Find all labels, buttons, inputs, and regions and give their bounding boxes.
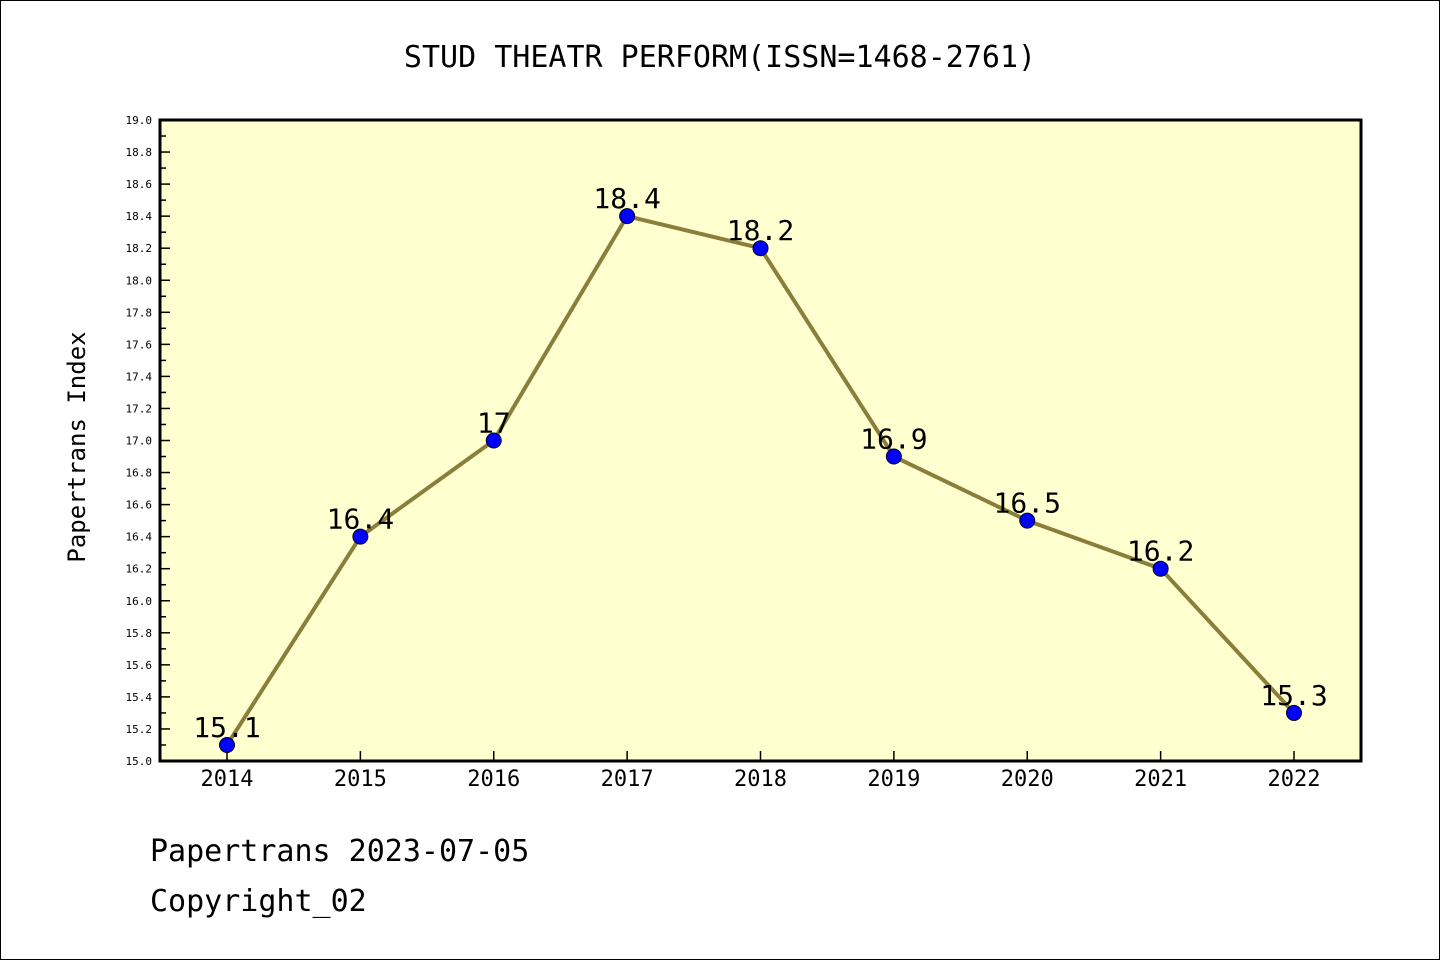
plot-area <box>158 118 1363 763</box>
y-tick-label: 17.0 <box>126 435 153 448</box>
y-tick-label: 16.6 <box>126 499 153 512</box>
data-point <box>219 736 235 753</box>
x-tick-label: 2020 <box>1001 767 1054 792</box>
x-tick-label: 2017 <box>601 767 654 792</box>
y-tick-label: 16.2 <box>126 563 153 576</box>
copyright-note: Copyright_02 <box>150 884 367 919</box>
data-point <box>752 240 769 257</box>
data-point <box>352 528 369 545</box>
y-tick-label: 18.0 <box>126 274 153 287</box>
data-label: 16.4 <box>327 503 394 536</box>
y-tick-label: 15.2 <box>126 723 153 736</box>
data-label: 16.5 <box>994 487 1061 520</box>
data-point <box>1286 704 1302 721</box>
x-tick-label: 2022 <box>1268 767 1321 792</box>
data-point <box>619 208 636 225</box>
data-point <box>1019 512 1036 529</box>
y-tick-label: 18.2 <box>126 242 153 255</box>
y-tick-label: 18.4 <box>126 210 153 223</box>
data-label: 18.2 <box>727 214 794 247</box>
y-tick-label: 17.8 <box>126 306 153 319</box>
y-tick-label: 18.6 <box>126 178 153 191</box>
data-point <box>485 432 502 449</box>
y-tick-label: 18.8 <box>126 146 153 159</box>
data-label: 17 <box>477 407 511 440</box>
y-tick-label: 17.4 <box>126 370 153 383</box>
x-tick-label: 2016 <box>467 767 520 792</box>
y-tick-label: 16.4 <box>126 531 153 544</box>
x-tick-label: 2014 <box>201 767 254 792</box>
x-tick-label: 2015 <box>334 767 387 792</box>
data-label: 15.3 <box>1260 679 1327 712</box>
data-label: 15.1 <box>193 711 260 744</box>
x-tick-label: 2018 <box>734 767 787 792</box>
data-label: 18.4 <box>593 182 660 215</box>
chart-title: STUD THEATR PERFORM(ISSN=1468-2761) <box>404 40 1036 75</box>
y-tick-label: 15.0 <box>126 755 153 768</box>
y-tick-label: 15.4 <box>126 691 153 704</box>
y-axis: 15.0 15.2 15.4 15.6 15.8 16.0 16.2 16.4 16.6 16.8… <box>126 114 170 768</box>
data-label: 16.9 <box>860 423 927 456</box>
x-tick-label: 2021 <box>1134 767 1187 792</box>
data-label: 16.2 <box>1127 535 1194 568</box>
y-tick-label: 17.6 <box>126 338 153 351</box>
y-tick-label: 16.0 <box>126 595 153 608</box>
x-axis: 2014 2015 2016 2017 2018 2019 2020 2021 2022 <box>201 751 1321 792</box>
data-series: 15.1 16.4 17 18.4 18.2 16.9 16.5 16.2 15.3 <box>193 182 1328 753</box>
x-tick-label: 2019 <box>867 767 920 792</box>
y-tick-label: 15.6 <box>126 659 153 672</box>
y-tick-label: 15.8 <box>126 627 153 640</box>
source-note: Papertrans 2023-07-05 <box>150 834 530 869</box>
y-tick-label: 16.8 <box>126 467 153 480</box>
data-point <box>885 448 902 465</box>
data-point <box>1152 560 1169 577</box>
y-tick-label: 19.0 <box>126 114 153 127</box>
y-axis-label: Papertrans Index <box>63 331 91 562</box>
y-tick-label: 17.2 <box>126 402 153 415</box>
